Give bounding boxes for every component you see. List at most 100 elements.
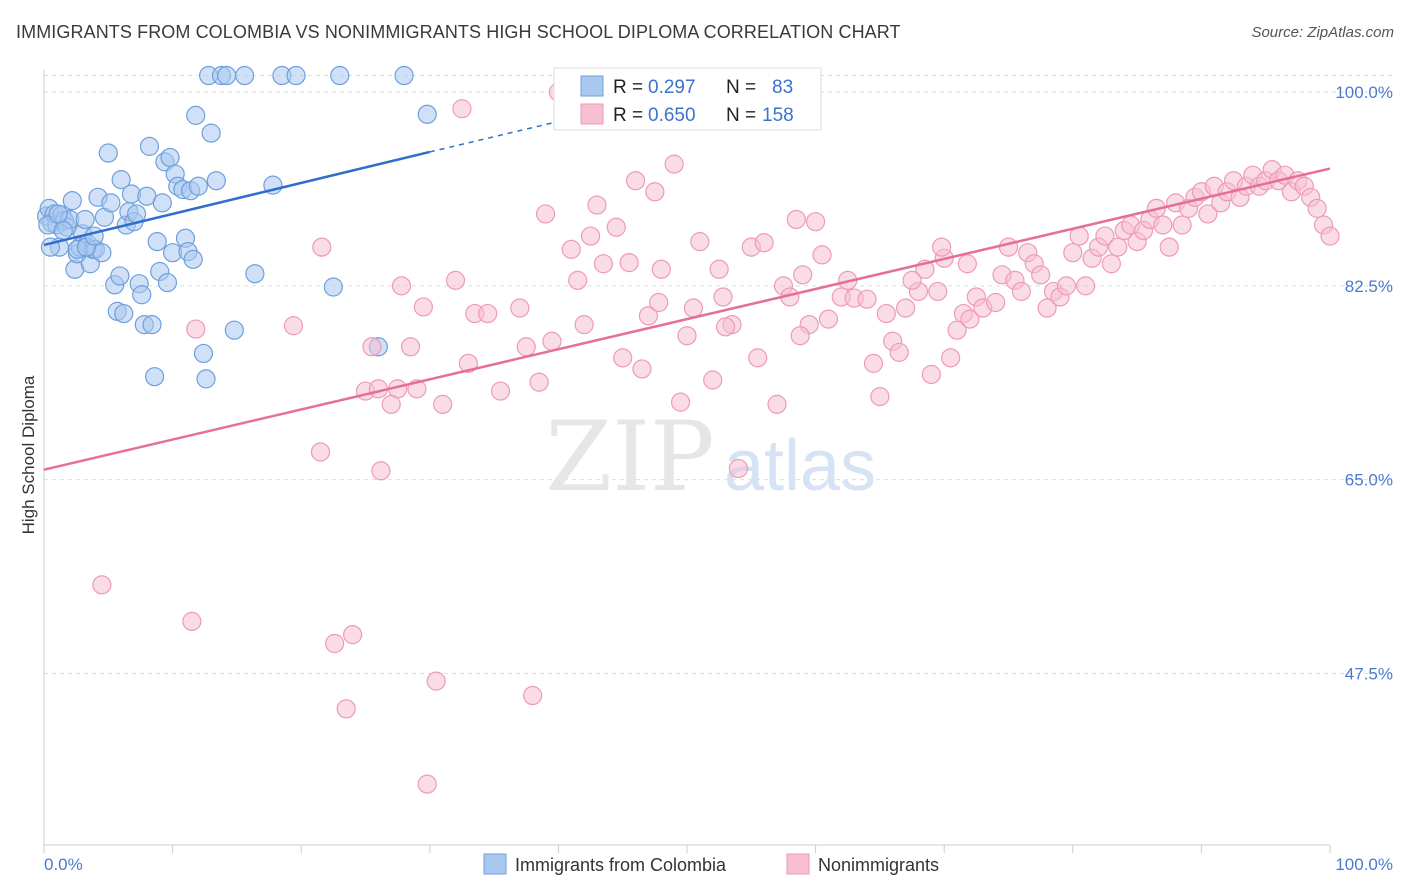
nonimmigrants-point (523, 685, 543, 706)
legend-n-value-2: 158 (762, 105, 794, 126)
nonimmigrants-point (645, 182, 665, 202)
series-colombia-points (36, 65, 437, 389)
colombia-point (188, 176, 208, 196)
nonimmigrants-point (876, 303, 896, 324)
nonimmigrants-point (1320, 226, 1340, 246)
legend-n-label-1: N = (726, 77, 756, 98)
colombia-point (48, 204, 68, 224)
nonimmigrants-point (677, 326, 697, 346)
colombia-point (157, 272, 178, 293)
colombia-point (139, 136, 160, 156)
nonimmigrants-point (1011, 281, 1031, 302)
nonimmigrants-point (593, 254, 614, 274)
colombia-point (144, 367, 165, 387)
nonimmigrants-point (490, 381, 511, 401)
legend-n-value-1: 83 (772, 77, 793, 98)
colombia-point (206, 171, 226, 191)
colombia-point (142, 315, 162, 335)
nonimmigrants-point (812, 245, 832, 265)
chart-source: Source: ZipAtlas.com (1251, 24, 1394, 41)
colombia-point (132, 285, 152, 305)
watermark-atlas: atlas (724, 426, 876, 506)
nonimmigrants-point (613, 348, 633, 368)
nonimmigrants-point (790, 326, 810, 346)
nonimmigrants-trend-line (43, 167, 1331, 471)
nonimmigrants-point (902, 270, 922, 290)
nonimmigrants-point (283, 316, 304, 336)
legend-swatch-blue (580, 75, 604, 97)
nonimmigrants-point (638, 306, 659, 326)
nonimmigrants-point (478, 303, 498, 324)
x-tick-label-0: 0.0% (44, 855, 83, 874)
nonimmigrants-point (1108, 237, 1128, 257)
colombia-point (245, 264, 265, 284)
colombia-point (224, 320, 244, 340)
nonimmigrants-point (649, 292, 669, 313)
nonimmigrants-point (343, 625, 363, 645)
nonimmigrants-point (529, 372, 549, 392)
colombia-point (98, 143, 118, 163)
nonimmigrants-point (1037, 298, 1057, 318)
nonimmigrants-point (625, 171, 646, 191)
nonimmigrants-point (683, 298, 704, 318)
nonimmigrants-point (986, 292, 1006, 313)
nonimmigrants-point (182, 611, 202, 631)
colombia-point (84, 226, 104, 246)
nonimmigrants-point (1031, 265, 1051, 285)
nonimmigrants-point (767, 394, 787, 414)
nonimmigrants-point (413, 297, 433, 317)
nonimmigrants-point (664, 154, 684, 174)
series-nonimmigrants-points (92, 82, 1340, 794)
nonimmigrants-point (863, 353, 884, 373)
colombia-point (53, 220, 73, 241)
colombia-trend-line (43, 150, 431, 247)
nonimmigrants-point (92, 575, 112, 595)
colombia-point (62, 191, 82, 211)
nonimmigrants-point (433, 394, 453, 414)
colombia-point (147, 232, 167, 252)
nonimmigrants-point (1172, 215, 1192, 235)
colombia-point (160, 147, 180, 168)
y-tick-label: 82.5% (1345, 277, 1393, 296)
nonimmigrants-point (381, 394, 401, 414)
nonimmigrants-point (928, 281, 948, 302)
colombia-point (111, 170, 131, 190)
nonimmigrants-point (960, 309, 980, 329)
nonimmigrants-point (186, 319, 206, 339)
y-tick-labels: 47.5% 65.0% 82.5% 100.0% (1335, 83, 1393, 683)
nonimmigrants-point (336, 699, 356, 719)
nonimmigrants-point (690, 232, 710, 252)
colombia-point (235, 65, 255, 86)
nonimmigrants-point (947, 320, 967, 340)
bottom-legend-label-nonimmigrants: Nonimmigrants (818, 855, 939, 875)
nonimmigrants-point (417, 774, 437, 794)
nonimmigrants-point (957, 254, 977, 274)
nonimmigrants-point (805, 212, 826, 232)
nonimmigrants-point (670, 392, 691, 412)
bottom-legend: Immigrants from Colombia Nonimmigrants (483, 853, 939, 875)
colombia-point (75, 209, 95, 230)
legend-r-value-2: 0.650 (648, 105, 696, 126)
nonimmigrants-point (786, 209, 806, 230)
nonimmigrants-point (1198, 204, 1218, 224)
nonimmigrants-point (1056, 276, 1076, 296)
nonimmigrants-point (574, 315, 594, 335)
legend-swatch-pink (580, 103, 604, 125)
nonimmigrants-point (516, 337, 536, 357)
nonimmigrants-point (580, 226, 601, 246)
nonimmigrants-point (445, 270, 466, 290)
colombia-point (201, 123, 221, 143)
x-ticks (43, 845, 1331, 853)
legend-r-label-2: R = (613, 105, 643, 126)
nonimmigrants-point (1095, 226, 1115, 246)
colombia-point (323, 277, 343, 297)
colombia-point (394, 65, 414, 86)
nonimmigrants-point (542, 331, 562, 351)
legend-r-label-1: R = (613, 77, 643, 98)
bottom-legend-label-colombia: Immigrants from Colombia (515, 855, 727, 875)
colombia-point (152, 193, 172, 213)
nonimmigrants-point (921, 364, 941, 385)
y-axis-label: High School Diploma (19, 375, 38, 534)
nonimmigrants-point (1101, 254, 1121, 274)
